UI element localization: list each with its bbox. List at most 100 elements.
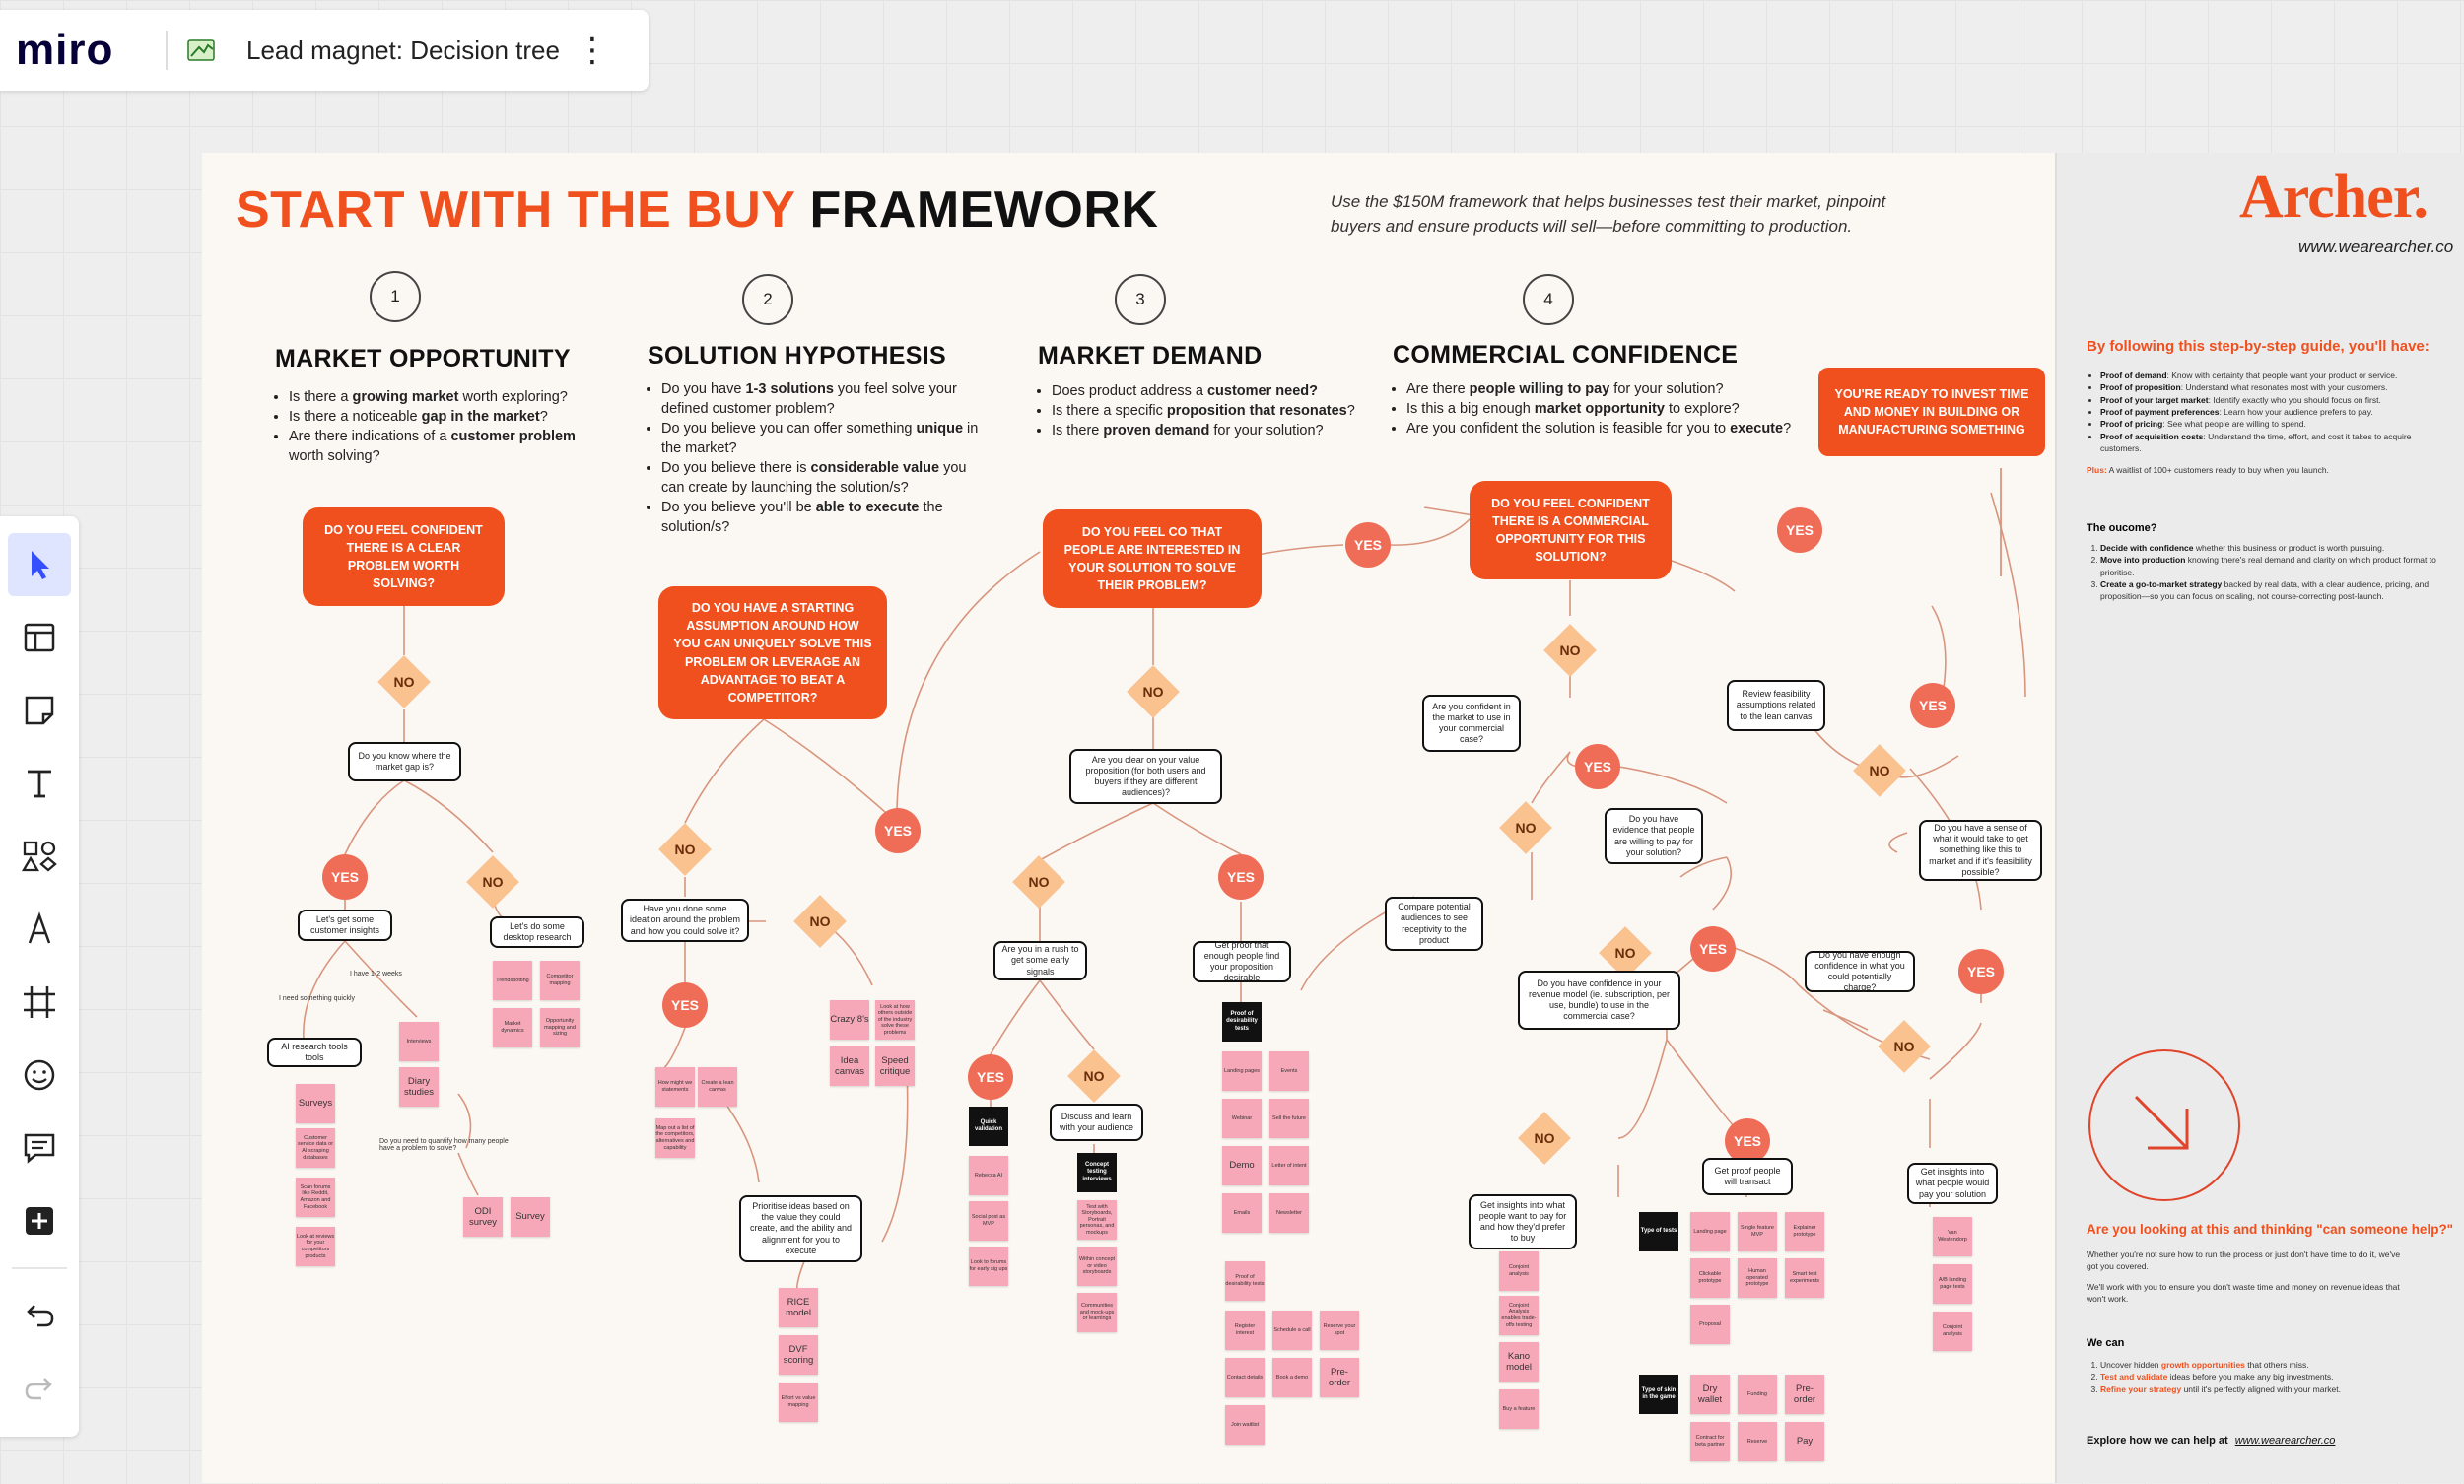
decision-box[interactable]: Compare potential audiences to see recep… bbox=[1385, 897, 1483, 951]
sticky-note[interactable]: Competitor mapping bbox=[540, 961, 580, 1000]
sticky-note[interactable]: Rebecca AI bbox=[969, 1156, 1008, 1195]
sticky-note[interactable]: Effort vs value mapping bbox=[779, 1383, 818, 1422]
pen-tool[interactable] bbox=[8, 898, 71, 961]
sticky-note[interactable]: Contract for beta partner bbox=[1690, 1422, 1730, 1461]
decision-box[interactable]: Are you clear on your value proposition … bbox=[1069, 749, 1222, 804]
sticky-note[interactable]: Emails bbox=[1222, 1193, 1262, 1233]
sticky-note[interactable]: Clickable prototype bbox=[1690, 1258, 1730, 1298]
sticky-note[interactable]: Register interest bbox=[1225, 1311, 1265, 1350]
sticky-note[interactable]: Landing pages bbox=[1222, 1051, 1262, 1091]
sticky-note[interactable]: Speed critique bbox=[875, 1046, 915, 1086]
sticky-note[interactable]: Reserve bbox=[1738, 1422, 1777, 1461]
sticky-note[interactable]: Join waitlist bbox=[1225, 1405, 1265, 1445]
sticky-note[interactable]: Proof of desirability tests bbox=[1225, 1261, 1265, 1301]
sticky-note[interactable]: How might we statements bbox=[655, 1067, 695, 1107]
comment-tool[interactable] bbox=[8, 1116, 71, 1180]
sticky-note[interactable]: Pay bbox=[1785, 1422, 1824, 1461]
cta-link[interactable]: www.wearearcher.co bbox=[2234, 1435, 2336, 1447]
decision-box[interactable]: Prioritise ideas based on the value they… bbox=[739, 1195, 862, 1262]
sticky-note[interactable]: Demo bbox=[1222, 1146, 1262, 1185]
decision-box[interactable]: Do you have a sense of what it would tak… bbox=[1919, 820, 2042, 881]
shapes-tool[interactable] bbox=[8, 825, 71, 888]
decision-tree-frame[interactable]: START WITH THE BUY FRAMEWORK Use the $15… bbox=[202, 153, 2055, 1483]
decision-box[interactable]: Do you have enough confidence in what yo… bbox=[1805, 950, 1915, 992]
templates-tool[interactable] bbox=[8, 606, 71, 669]
archer-info-panel[interactable]: Archer. www.wearearcher.co By following … bbox=[2055, 153, 2464, 1483]
board-menu-button[interactable]: ⋮ bbox=[576, 32, 609, 69]
question-commercial-opportunity[interactable]: DO YOU FEEL CONFIDENT THERE IS A COMMERC… bbox=[1470, 481, 1672, 579]
sticky-note[interactable]: Explainer prototype bbox=[1785, 1212, 1824, 1251]
ready-to-invest-box[interactable]: YOU'RE READY TO INVEST TIME AND MONEY IN… bbox=[1818, 368, 2045, 456]
board-thumbnail-icon[interactable] bbox=[187, 37, 217, 63]
sticky-note[interactable]: Market dynamics bbox=[493, 1008, 532, 1047]
sticky-note[interactable]: DVF scoring bbox=[779, 1335, 818, 1375]
sticky-note[interactable]: Communities and mock-ups or learnings bbox=[1077, 1293, 1117, 1332]
sticky-note[interactable]: Funding bbox=[1738, 1375, 1777, 1414]
miro-logo[interactable]: miro bbox=[16, 26, 114, 74]
sticky-note[interactable]: Pre-order bbox=[1785, 1375, 1824, 1414]
text-tool[interactable] bbox=[8, 752, 71, 815]
sticky-note[interactable]: Opportunity mapping and sizing bbox=[540, 1008, 580, 1047]
sticky-note[interactable]: Conjoint analysis bbox=[1499, 1251, 1539, 1291]
sticky-note[interactable]: Conjoint analysis bbox=[1933, 1312, 1972, 1351]
decision-box[interactable]: Are you in a rush to get some early sign… bbox=[993, 941, 1087, 980]
sticky-note[interactable]: Surveys bbox=[296, 1084, 335, 1123]
sticky-note[interactable]: Proposal bbox=[1690, 1305, 1730, 1344]
sticky-note[interactable]: Crazy 8's bbox=[830, 1000, 869, 1040]
sticky-note[interactable]: Book a demo bbox=[1272, 1358, 1312, 1397]
sticky-note[interactable]: Map out a list of the competitors, alter… bbox=[655, 1118, 695, 1158]
sticky-note[interactable]: Social post as MVP bbox=[969, 1201, 1008, 1241]
frame-tool[interactable] bbox=[8, 971, 71, 1034]
decision-box[interactable]: Get proof that enough people find your p… bbox=[1193, 940, 1291, 982]
decision-box[interactable]: Review feasibility assumptions related t… bbox=[1727, 680, 1825, 731]
question-people-interested[interactable]: DO YOU FEEL CO THAT PEOPLE ARE INTERESTE… bbox=[1043, 509, 1262, 608]
reactions-tool[interactable] bbox=[8, 1044, 71, 1107]
sticky-note[interactable]: Dry wallet bbox=[1690, 1375, 1730, 1414]
sticky-note[interactable]: Reserve your spot bbox=[1320, 1311, 1359, 1350]
decision-box[interactable]: AI research tools tools bbox=[267, 1038, 362, 1067]
sticky-note[interactable]: Test with Storyboards, Portrait personas… bbox=[1077, 1200, 1117, 1240]
sticky-note[interactable]: Pre-order bbox=[1320, 1358, 1359, 1397]
sticky-note[interactable]: Schedule a call bbox=[1272, 1311, 1312, 1350]
sticky-note[interactable]: Landing page bbox=[1690, 1212, 1730, 1251]
decision-box[interactable]: Get proof people will transact bbox=[1702, 1158, 1793, 1195]
decision-box[interactable]: Discuss and learn with your audience bbox=[1050, 1104, 1143, 1141]
sticky-note[interactable]: Events bbox=[1269, 1051, 1309, 1091]
sticky-note[interactable]: Survey bbox=[511, 1197, 550, 1237]
question-starting-assumption[interactable]: DO YOU HAVE A STARTING ASSUMPTION AROUND… bbox=[658, 586, 887, 719]
question-clear-problem[interactable]: DO YOU FEEL CONFIDENT THERE IS A CLEAR P… bbox=[303, 507, 505, 606]
sticky-note[interactable]: Conjoint Analysis enables trade-offs tes… bbox=[1499, 1296, 1539, 1335]
sticky-note[interactable]: Within concept or video storyboards bbox=[1077, 1247, 1117, 1286]
decision-box[interactable]: Get insights into what people want to pa… bbox=[1469, 1194, 1577, 1249]
sticky-note[interactable]: Look to forums for early sig ups bbox=[969, 1247, 1008, 1286]
sticky-note[interactable]: Single feature MVP bbox=[1738, 1212, 1777, 1251]
sticky-note[interactable]: Buy a feature bbox=[1499, 1389, 1539, 1429]
sticky-note-tool[interactable] bbox=[8, 679, 71, 742]
sticky-note[interactable]: Customer service data or AI scraping dat… bbox=[296, 1128, 335, 1168]
sticky-note[interactable]: Sell the future bbox=[1269, 1099, 1309, 1138]
sticky-note[interactable]: A/B landing page tests bbox=[1933, 1264, 1972, 1304]
sticky-note[interactable]: Idea canvas bbox=[830, 1046, 869, 1086]
decision-box[interactable]: Let's do some desktop research bbox=[490, 916, 584, 948]
sticky-note[interactable]: Kano model bbox=[1499, 1342, 1539, 1382]
undo-button[interactable] bbox=[8, 1284, 71, 1347]
sticky-note[interactable]: Look at how others outside of the indust… bbox=[875, 1000, 915, 1040]
decision-box[interactable]: Let's get some customer insights bbox=[298, 910, 392, 941]
sticky-note[interactable]: Scan forums like Reddit, Amazon and Face… bbox=[296, 1178, 335, 1217]
sticky-note[interactable]: Van Westendorp bbox=[1933, 1217, 1972, 1256]
decision-box[interactable]: Are you confident in the market to use i… bbox=[1422, 695, 1521, 752]
archer-url[interactable]: www.wearearcher.co bbox=[2298, 237, 2454, 256]
board-title[interactable]: Lead magnet: Decision tree bbox=[246, 34, 560, 65]
decision-box[interactable]: Have you done some ideation around the p… bbox=[621, 899, 749, 942]
decision-box[interactable]: Do you have confidence in your revenue m… bbox=[1518, 971, 1680, 1030]
sticky-note[interactable]: Human operated prototype bbox=[1738, 1258, 1777, 1298]
redo-button[interactable] bbox=[8, 1357, 71, 1420]
sticky-note[interactable]: Trendspotting bbox=[493, 961, 532, 1000]
decision-box[interactable]: Do you have evidence that people are wil… bbox=[1605, 808, 1703, 864]
sticky-note[interactable]: Interviews bbox=[399, 1022, 439, 1061]
decision-box[interactable]: Do you know where the market gap is? bbox=[348, 742, 461, 781]
add-tool[interactable] bbox=[8, 1189, 71, 1252]
sticky-note[interactable]: RICE model bbox=[779, 1288, 818, 1327]
sticky-note[interactable]: Create a lean canvas bbox=[698, 1067, 737, 1107]
sticky-note[interactable]: Newsletter bbox=[1269, 1193, 1309, 1233]
